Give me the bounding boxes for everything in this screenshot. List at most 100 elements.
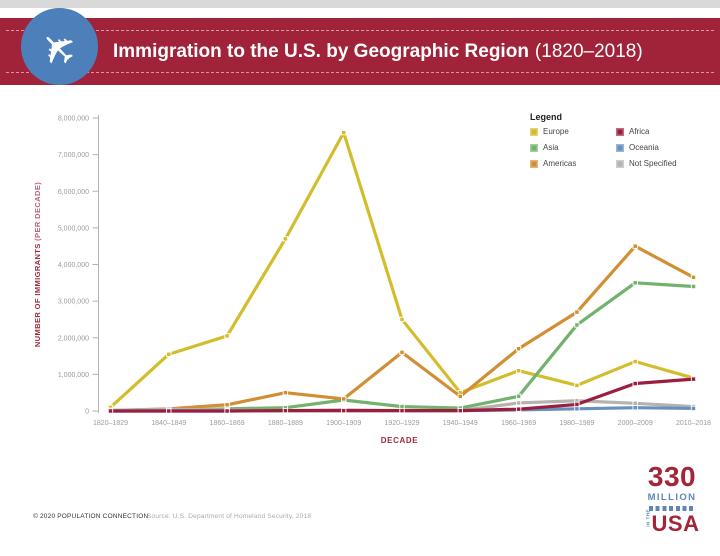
- legend-swatch-africa: [616, 127, 624, 136]
- data-point-oceania: [632, 405, 638, 411]
- population-connection-logo: 330 MILLION IN THE USA: [642, 463, 702, 535]
- source-text: Source: U.S. Department of Homeland Secu…: [147, 513, 312, 520]
- data-point-europe: [341, 129, 347, 136]
- legend-label-europe: Europe: [543, 127, 569, 136]
- logo-in-the: IN THE: [644, 509, 650, 527]
- legend-label-not-specified: Not Specified: [629, 159, 677, 168]
- data-point-africa: [457, 407, 463, 414]
- data-point-americas: [399, 349, 405, 356]
- svg-text:7,000,000: 7,000,000: [58, 152, 89, 159]
- data-point-asia: [515, 393, 522, 399]
- data-point-oceania: [690, 405, 697, 412]
- legend-items: Europe Asia Americas Africa Oceania Not Speci…: [530, 127, 677, 168]
- legend-item-oceania: Oceania: [616, 143, 677, 152]
- airplane-badge: ✈: [21, 8, 98, 85]
- legend-item-europe: Europe: [530, 127, 616, 136]
- data-point-africa: [632, 380, 638, 387]
- logo-usa: USA: [651, 510, 700, 536]
- logo-bottom-row: IN THE USA: [644, 509, 700, 536]
- data-point-americas: [282, 390, 289, 396]
- data-point-europe: [399, 316, 405, 323]
- svg-text:2000–2009: 2000–2009: [618, 420, 653, 427]
- svg-text:4,000,000: 4,000,000: [58, 262, 89, 269]
- page-title-period: (1820–2018): [534, 40, 643, 62]
- data-point-americas: [457, 393, 463, 399]
- svg-text:1820–1829: 1820–1829: [93, 420, 128, 427]
- svg-text:8,000,000: 8,000,000: [58, 116, 89, 123]
- svg-text:2010–2018: 2010–2018: [676, 420, 711, 427]
- data-point-asia: [690, 283, 697, 290]
- data-point-europe: [166, 351, 172, 357]
- svg-text:2,000,000: 2,000,000: [58, 335, 89, 342]
- svg-text:1880–1889: 1880–1889: [268, 420, 303, 427]
- data-point-africa: [399, 407, 405, 414]
- svg-text:1900–1909: 1900–1909: [326, 420, 361, 427]
- data-point-europe: [282, 236, 289, 242]
- data-point-europe: [574, 382, 580, 389]
- page-title-main: Immigration to the U.S. by Geographic Re…: [113, 40, 529, 62]
- legend-label-africa: Africa: [629, 127, 650, 136]
- data-point-europe: [224, 333, 230, 339]
- svg-text:1,000,000: 1,000,000: [58, 372, 89, 379]
- legend-item-not-specified: Not Specified: [616, 159, 677, 168]
- svg-text:6,000,000: 6,000,000: [58, 189, 89, 196]
- legend-swatch-americas: [530, 159, 538, 168]
- series-europe: [107, 129, 697, 410]
- banner-dotted-line-bottom: [6, 72, 714, 73]
- legend-label-americas: Americas: [543, 159, 577, 168]
- legend-swatch-not-specified: [616, 159, 624, 168]
- legend-item-americas: Americas: [530, 159, 616, 168]
- top-border-strip: [0, 0, 720, 8]
- svg-text:1940–1949: 1940–1949: [443, 420, 478, 427]
- data-point-asia: [574, 322, 580, 328]
- data-point-africa: [166, 408, 172, 414]
- svg-text:1840–1849: 1840–1849: [151, 420, 186, 427]
- data-point-africa: [574, 401, 580, 408]
- header-banner: [0, 18, 720, 85]
- y-axis-title: NUMBER OF IMMIGRANTS (PER DECADE): [33, 118, 48, 411]
- x-axis-title: DECADE: [380, 436, 419, 445]
- svg-text:1860–1869: 1860–1869: [210, 420, 245, 427]
- series-africa: [107, 376, 697, 414]
- chart-legend: Legend Europe Asia Americas Africa Oceania No…: [530, 112, 677, 168]
- data-point-africa: [341, 407, 347, 414]
- data-point-europe: [632, 358, 638, 365]
- copyright-text: © 2020 POPULATION CONNECTION: [33, 513, 149, 520]
- legend-item-asia: Asia: [530, 143, 616, 152]
- y-axis-title-sub: (PER DECADE): [33, 181, 42, 241]
- data-point-not-specified: [632, 400, 638, 406]
- legend-label-asia: Asia: [543, 143, 559, 152]
- data-point-not-specified: [515, 400, 522, 406]
- banner-dotted-line-top: [6, 30, 714, 31]
- data-point-americas: [515, 346, 522, 352]
- series-americas: [107, 243, 697, 414]
- svg-text:5,000,000: 5,000,000: [58, 225, 89, 232]
- logo-dotted-separator: [648, 505, 696, 511]
- data-point-americas: [341, 396, 347, 402]
- airplane-icon: ✈: [28, 16, 90, 78]
- logo-number: 330: [647, 461, 697, 492]
- data-point-americas: [690, 274, 697, 280]
- svg-text:1980–1989: 1980–1989: [559, 420, 594, 427]
- legend-swatch-europe: [530, 127, 538, 136]
- legend-swatch-oceania: [616, 143, 624, 152]
- svg-text:1920–1929: 1920–1929: [384, 420, 419, 427]
- data-point-americas: [574, 309, 580, 315]
- data-point-africa: [224, 408, 230, 414]
- y-axis: 0 1,000,000 2,000,000 3,000,000 4,000,000 5,0…: [58, 115, 99, 416]
- data-point-oceania: [574, 406, 580, 412]
- svg-text:3,000,000: 3,000,000: [58, 299, 89, 306]
- data-point-africa: [690, 376, 697, 382]
- data-point-africa: [107, 408, 114, 414]
- data-point-americas: [632, 243, 638, 249]
- legend-swatch-asia: [530, 143, 538, 152]
- logo-million: MILLION: [647, 492, 697, 503]
- page-title: Immigration to the U.S. by Geographic Re…: [113, 18, 643, 85]
- legend-title: Legend: [530, 112, 563, 122]
- data-point-africa: [515, 406, 522, 412]
- svg-text:1960–1969: 1960–1969: [501, 420, 536, 427]
- data-point-asia: [632, 280, 638, 286]
- svg-text:0: 0: [85, 409, 89, 416]
